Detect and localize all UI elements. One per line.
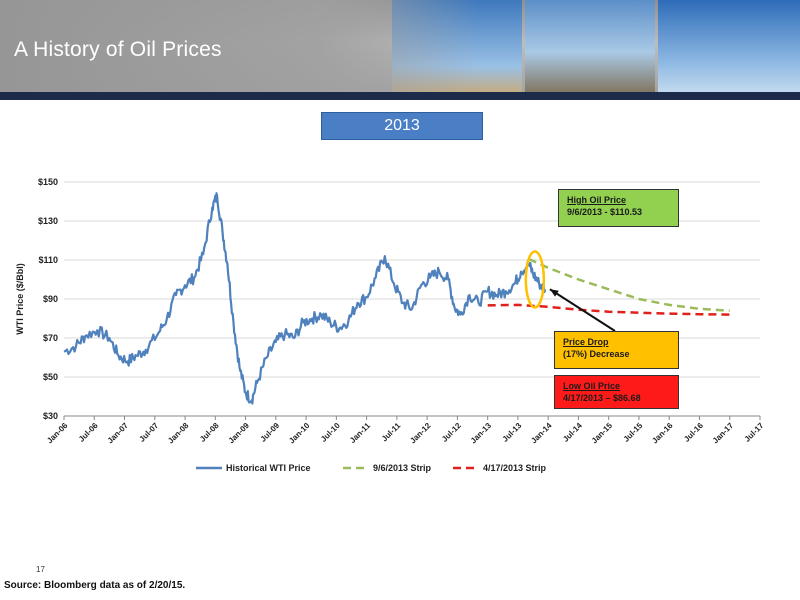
x-tick-label: Jul-12	[440, 421, 463, 444]
series-historical-wti	[63, 192, 547, 405]
legend-historical-text: Historical WTI Price	[226, 463, 311, 473]
series-strip-apr-2013	[487, 303, 730, 316]
x-tick-label: Jan-15	[590, 421, 615, 446]
year-label: 2013	[321, 112, 483, 140]
x-tick-label: Jul-16	[682, 421, 705, 444]
low-price-detail: 4/17/2013 – $86.68	[563, 393, 641, 403]
x-tick-label: Jan-14	[529, 421, 554, 446]
x-tick-label: Jul-14	[561, 421, 584, 444]
x-tick-label: Jul-09	[259, 421, 282, 444]
y-tick-label: $30	[43, 411, 58, 421]
drop-arrow-line	[549, 288, 616, 332]
x-tick-label: Jul-13	[501, 421, 524, 444]
header-divider	[0, 92, 800, 100]
x-tick-label: Jan-09	[227, 421, 252, 446]
x-tick-label: Jan-12	[408, 421, 433, 446]
price-drop-detail: (17%) Decrease	[563, 349, 630, 359]
page-title: A History of Oil Prices	[14, 38, 222, 61]
series-strip-sep-2013	[528, 257, 730, 312]
drop-arrow-head	[549, 289, 559, 297]
price-drop-callout: Price Drop (17%) Decrease	[554, 331, 679, 369]
low-price-heading: Low Oil Price	[563, 381, 621, 391]
x-tick-label: Jul-15	[622, 421, 645, 444]
x-tick-label: Jul-08	[198, 421, 221, 444]
peak-highlight-ellipse	[524, 250, 546, 309]
oil-price-chart: WTI Price ($/Bbl) $30 $50 $70 $90 $110 $130 $1…	[15, 177, 766, 473]
price-drop-heading: Price Drop	[563, 337, 609, 347]
header-banner: A History of Oil Prices	[0, 0, 800, 95]
high-price-callout: High Oil Price 9/6/2013 - $110.53	[558, 189, 679, 227]
x-tick-label: Jan-07	[106, 421, 131, 446]
low-price-callout: Low Oil Price 4/17/2013 – $86.68	[554, 375, 679, 409]
x-tick-label: Jan-08	[166, 421, 191, 446]
x-tick-label: Jul-10	[319, 421, 342, 444]
x-tick-label: Jan-11	[348, 421, 372, 445]
y-tick-label: $70	[43, 333, 58, 343]
x-tick-label: Jan-16	[650, 421, 675, 446]
x-tick-label: Jan-10	[287, 421, 312, 446]
legend-strip-sep-text: 9/6/2013 Strip	[373, 463, 432, 473]
x-tick-label: Jul-07	[137, 421, 160, 444]
high-price-detail: 9/6/2013 - $110.53	[567, 207, 643, 217]
y-axis-label: WTI Price ($/Bbl)	[15, 263, 25, 335]
x-tick-label: Jan-06	[45, 421, 70, 446]
x-tick-label: Jul-11	[380, 421, 403, 444]
y-tick-label: $110	[38, 255, 58, 265]
y-tick-label: $150	[38, 177, 58, 187]
y-tick-label: $50	[43, 372, 58, 382]
source-note: Source: Bloomberg data as of 2/20/15.	[4, 580, 186, 591]
x-tick-label: Jul-17	[743, 421, 766, 444]
banner-gradient	[0, 0, 800, 95]
y-tick-label: $130	[38, 216, 58, 226]
page-number: 17	[36, 565, 45, 574]
high-price-heading: High Oil Price	[567, 195, 627, 205]
x-tick-label: Jan-17	[711, 421, 736, 446]
x-tick-label: Jan-13	[469, 421, 494, 446]
legend-strip-apr-text: 4/17/2013 Strip	[483, 463, 547, 473]
y-tick-label: $90	[43, 294, 58, 304]
x-tick-label: Jul-06	[77, 421, 100, 444]
